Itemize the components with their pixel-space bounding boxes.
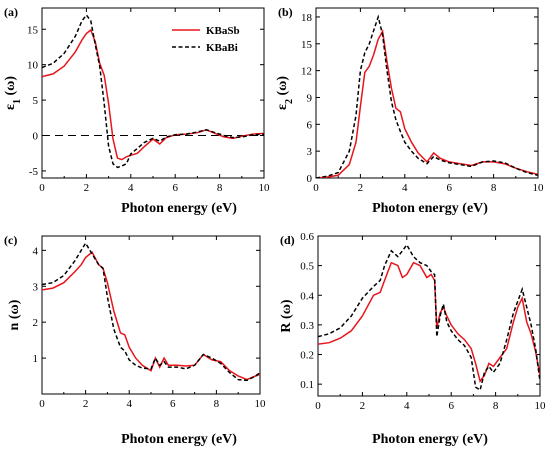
y-axis-title: n (ω) [7, 299, 22, 330]
y-tick-label: 9 [307, 92, 313, 104]
y-tick-label: 5 [33, 95, 39, 107]
y-axis-title: ε2 (ω) [275, 76, 295, 110]
y-axis-title-tail: (ω) [7, 299, 22, 322]
y-tick-label: 3 [33, 281, 39, 293]
x-tick-label: 2 [360, 400, 366, 412]
y-tick-label: 0.6 [300, 231, 314, 243]
panel-label: (b) [278, 5, 293, 19]
y-tick-label: 2 [33, 317, 39, 329]
y-axis-title-tail: (ω) [279, 299, 294, 322]
series-line-kbabi [318, 243, 540, 392]
x-tick-label: 6 [448, 400, 454, 412]
x-tick-label: 0 [313, 182, 319, 194]
x-tick-label: 4 [126, 398, 132, 410]
y-tick-label: 6 [307, 119, 313, 131]
x-tick-label: 6 [172, 182, 178, 194]
y-tick-label: 15 [301, 39, 313, 51]
x-tick-label: 0 [315, 400, 321, 412]
y-axis-title-main: n [7, 322, 22, 330]
panel-label: (c) [4, 233, 17, 247]
y-axis-title-main: R [279, 322, 294, 333]
y-tick-label: 0.5 [300, 261, 314, 273]
y-tick-label: 4 [33, 245, 39, 257]
x-tick-label: 8 [491, 182, 497, 194]
y-axis-title-tail: (ω) [3, 76, 18, 99]
y-axis-title-tail: (ω) [275, 76, 290, 99]
series-line-kbasb [316, 28, 538, 178]
y-axis-title-subscript: 2 [284, 99, 295, 104]
legend-label-kbasb: KBaSb [206, 25, 240, 37]
x-tick-label: 4 [128, 182, 134, 194]
y-tick-label: 0.2 [300, 350, 314, 362]
y-tick-label: 0 [33, 131, 39, 143]
y-tick-label: -5 [29, 166, 39, 178]
y-axis-title-main: ε [3, 104, 18, 110]
series-line-kbabi [42, 13, 264, 169]
series-line-kbasb [318, 261, 540, 383]
panel-label: (d) [280, 233, 295, 247]
x-tick-label: 0 [39, 398, 45, 410]
x-axis-title: Photon energy (eV) [372, 432, 488, 447]
x-axis-title: Photon energy (eV) [372, 201, 488, 216]
x-tick-label: 8 [214, 398, 220, 410]
x-tick-label: 0 [39, 182, 45, 194]
x-tick-label: 10 [533, 182, 545, 194]
y-tick-label: 0.3 [300, 320, 314, 332]
x-tick-label: 8 [217, 182, 223, 194]
x-tick-label: 10 [255, 398, 267, 410]
y-tick-label: 18 [301, 12, 313, 24]
x-tick-label: 8 [493, 400, 499, 412]
y-tick-label: 15 [27, 24, 39, 36]
y-axis-title: R (ω) [279, 299, 294, 333]
x-axis-title: Photon energy (eV) [121, 201, 237, 216]
x-tick-label: 2 [83, 398, 89, 410]
x-tick-label: 6 [446, 182, 452, 194]
x-tick-label: 10 [535, 400, 547, 412]
x-tick-label: 2 [358, 182, 364, 194]
y-axis-title-main: ε [275, 104, 290, 110]
y-tick-label: 12 [301, 66, 312, 78]
panel-label: (a) [4, 5, 18, 19]
series-line-kbasb [42, 251, 260, 381]
y-axis-title-subscript: 1 [12, 99, 23, 104]
x-tick-label: 10 [259, 182, 271, 194]
y-tick-label: 3 [307, 146, 313, 158]
x-axis-title: Photon energy (eV) [121, 432, 237, 447]
panel-d: (d) 0 2 4 6 8 10 0.1 0.2 0.3 0.4 0.5 0.6 Photon energ… [279, 231, 546, 447]
y-axis-title: ε1 (ω) [3, 76, 23, 110]
y-tick-label: 0.1 [300, 379, 314, 391]
series-line-kbabi [42, 241, 260, 382]
x-tick-label: 2 [84, 182, 90, 194]
series-line-kbabi [316, 14, 538, 178]
x-tick-label: 4 [404, 400, 410, 412]
x-tick-label: 6 [170, 398, 176, 410]
y-tick-label: 0.4 [300, 290, 314, 302]
y-tick-label: 1 [33, 353, 39, 365]
x-tick-label: 4 [402, 182, 408, 194]
y-tick-label: 0 [307, 173, 313, 185]
legend-label-kbabi: KBaBi [206, 42, 238, 54]
y-tick-label: 10 [27, 60, 39, 72]
